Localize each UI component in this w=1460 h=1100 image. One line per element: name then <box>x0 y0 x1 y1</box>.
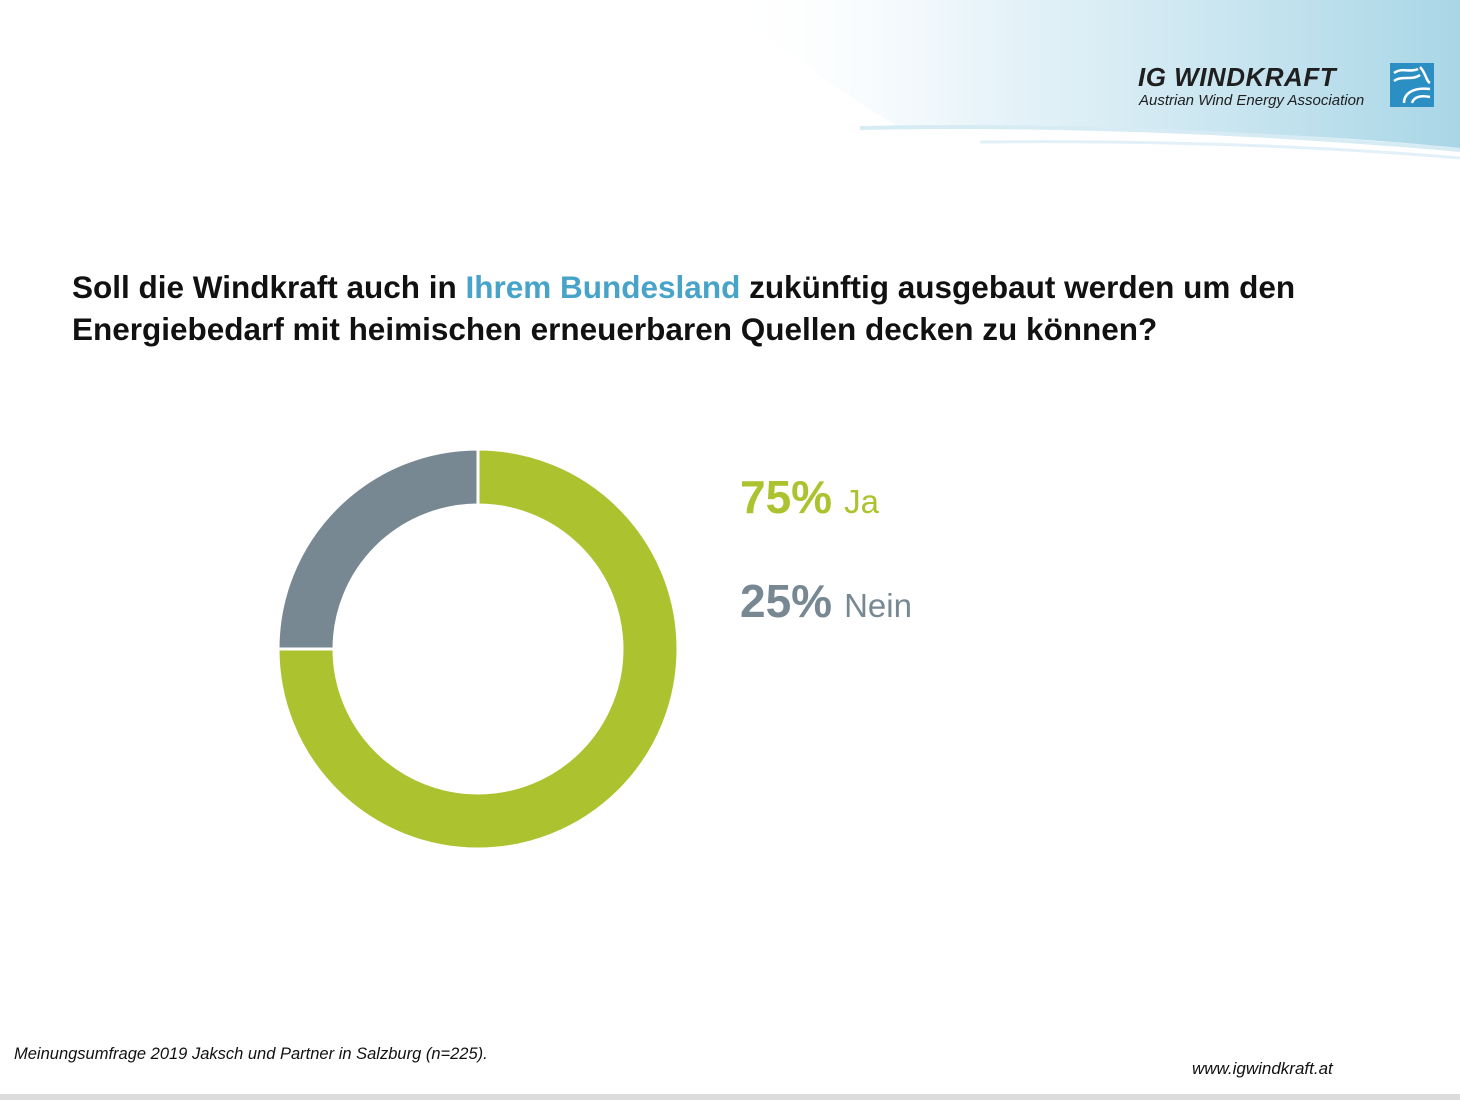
donut-chart <box>276 447 680 851</box>
question-part1: Soll die Windkraft auch in <box>72 269 466 305</box>
legend-ja-percent: 75% <box>740 471 833 523</box>
legend-nein-label: Nein <box>844 587 912 624</box>
donut-slice-ja <box>276 447 680 851</box>
donut-slice-nein <box>276 447 480 651</box>
logo-subtitle: Austrian Wind Energy Association <box>1139 92 1365 109</box>
legend-nein-percent: 25% <box>740 575 833 627</box>
legend-nein: 25% Nein <box>740 574 912 628</box>
logo-title: IG WINDKRAFT <box>1138 62 1337 92</box>
bottom-divider <box>0 1094 1460 1100</box>
website-link[interactable]: www.igwindkraft.at <box>1192 1059 1333 1078</box>
legend-ja-label: Ja <box>844 483 879 520</box>
wind-logo-icon <box>1390 63 1434 107</box>
source-footnote: Meinungsumfrage 2019 Jaksch und Partner … <box>14 1045 488 1063</box>
header-swoosh <box>720 0 1460 160</box>
question-highlight: Ihrem Bundesland <box>465 269 741 305</box>
question-part2: zukünftig ausgebaut werden um den Energi… <box>72 269 1296 347</box>
question-title: Soll die Windkraft auch in Ihrem Bundesl… <box>72 266 1392 350</box>
legend-ja: 75% Ja <box>740 470 879 524</box>
brand-logo: IG WINDKRAFT Austrian Wind Energy Associ… <box>1138 62 1438 112</box>
